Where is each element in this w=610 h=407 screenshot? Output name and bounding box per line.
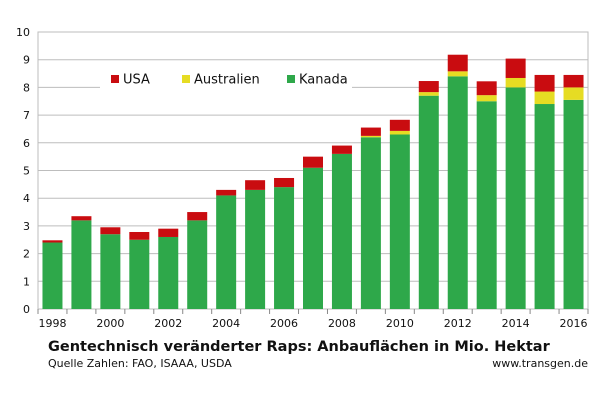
bar-usa-2014 bbox=[505, 58, 526, 78]
bar-usa-2006 bbox=[274, 177, 295, 188]
bar-kanada-2002 bbox=[158, 236, 179, 309]
bar-usa-2007 bbox=[303, 156, 323, 168]
bar-usa-1999 bbox=[71, 216, 92, 221]
y-tick-label: 10 bbox=[16, 26, 30, 39]
x-tick-label: 2016 bbox=[560, 317, 588, 330]
bar-usa-1998 bbox=[42, 240, 63, 243]
bar-kanada-2015 bbox=[534, 104, 555, 310]
legend: USA Australien Kanada bbox=[100, 66, 352, 88]
bar-usa-2011 bbox=[418, 81, 439, 93]
bar-australien-2011 bbox=[418, 92, 439, 96]
x-tick-label: 2008 bbox=[328, 317, 356, 330]
chart: 0 1 2 3 4 5 6 7 8 9 10 1998 2000 2002 2004 2006 2008 201… bbox=[16, 26, 589, 330]
legend-swatch-usa bbox=[111, 75, 119, 83]
bar-kanada-2012 bbox=[447, 76, 468, 309]
bar-usa-2004 bbox=[216, 189, 237, 196]
bar-kanada-2009 bbox=[360, 137, 381, 309]
x-axis-ticks: 1998 2000 2002 2004 2006 2008 2010 2012 2014 2016 bbox=[37, 309, 589, 330]
bar-usa-2001 bbox=[129, 231, 150, 240]
bar-australien-2012 bbox=[447, 71, 468, 77]
x-tick-label: 2006 bbox=[270, 317, 298, 330]
bar-usa-2016 bbox=[563, 74, 584, 88]
bar-usa-2010 bbox=[389, 119, 410, 131]
y-tick-label: 6 bbox=[23, 137, 30, 150]
y-tick-label: 5 bbox=[23, 165, 30, 178]
bar-usa-2015 bbox=[534, 74, 555, 92]
credit-url: www.transgen.de bbox=[492, 357, 588, 370]
legend-label-kanada: Kanada bbox=[299, 73, 348, 88]
bar-australien-2015 bbox=[534, 91, 555, 105]
y-tick-label: 4 bbox=[23, 192, 30, 205]
bar-usa-2002 bbox=[158, 228, 179, 237]
bar-kanada-2004 bbox=[216, 195, 237, 309]
bar-kanada-2013 bbox=[476, 101, 497, 309]
source-note: Quelle Zahlen: FAO, ISAAA, USDA bbox=[48, 357, 232, 370]
bar-australien-2013 bbox=[476, 95, 497, 102]
bar-kanada-2016 bbox=[563, 99, 584, 310]
legend-label-usa: USA bbox=[123, 73, 150, 88]
bar-usa-2009 bbox=[360, 127, 381, 136]
bar-usa-2008 bbox=[331, 145, 352, 154]
x-tick-label: 2012 bbox=[444, 317, 472, 330]
bar-usa-2003 bbox=[187, 212, 208, 221]
bar-kanada-2001 bbox=[129, 239, 150, 309]
bar-kanada-2010 bbox=[389, 134, 410, 309]
x-tick-label: 2010 bbox=[386, 317, 414, 330]
y-tick-label: 8 bbox=[23, 81, 30, 94]
x-tick-label: 2014 bbox=[502, 317, 530, 330]
x-tick-label: 2002 bbox=[154, 317, 182, 330]
bar-usa-2013 bbox=[476, 81, 497, 96]
bar-usa-2012 bbox=[447, 54, 468, 72]
bar-australien-2010 bbox=[389, 130, 410, 135]
bars bbox=[42, 54, 584, 310]
y-axis-ticks: 0 1 2 3 4 5 6 7 8 9 10 bbox=[16, 26, 30, 316]
legend-label-australien: Australien bbox=[194, 73, 260, 88]
bar-kanada-2008 bbox=[331, 153, 352, 309]
y-tick-label: 9 bbox=[23, 54, 30, 67]
bar-usa-2000 bbox=[100, 227, 121, 235]
chart-title: Gentechnisch veränderter Raps: Anbaufläc… bbox=[48, 339, 550, 355]
x-tick-label: 2004 bbox=[212, 317, 240, 330]
y-tick-label: 3 bbox=[23, 220, 30, 233]
legend-swatch-kanada bbox=[287, 75, 295, 83]
bar-kanada-2011 bbox=[418, 95, 439, 310]
bar-kanada-1999 bbox=[71, 220, 92, 309]
bar-kanada-2005 bbox=[245, 189, 266, 309]
bar-australien-2014 bbox=[505, 77, 526, 88]
bar-kanada-2003 bbox=[187, 220, 208, 309]
x-tick-label: 1998 bbox=[38, 317, 66, 330]
y-tick-label: 2 bbox=[23, 248, 30, 261]
legend-swatch-australien bbox=[182, 75, 190, 83]
x-tick-label: 2000 bbox=[96, 317, 124, 330]
bar-kanada-2007 bbox=[303, 167, 323, 309]
bar-kanada-1998 bbox=[42, 242, 63, 309]
y-tick-label: 0 bbox=[23, 303, 30, 316]
bar-kanada-2000 bbox=[100, 234, 121, 309]
bar-australien-2016 bbox=[563, 87, 584, 100]
bar-kanada-2014 bbox=[505, 87, 526, 310]
bar-australien-2009 bbox=[360, 135, 381, 138]
bar-kanada-2006 bbox=[274, 187, 295, 309]
y-tick-label: 7 bbox=[23, 109, 30, 122]
bar-usa-2005 bbox=[245, 180, 266, 190]
y-tick-label: 1 bbox=[23, 275, 30, 288]
